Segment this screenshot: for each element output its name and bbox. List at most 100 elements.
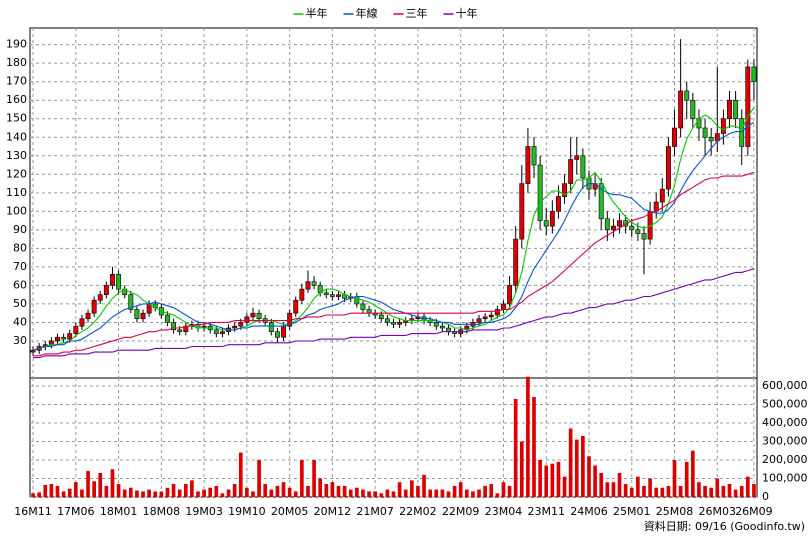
volume-bar — [648, 478, 652, 497]
volume-bar — [153, 491, 158, 497]
volume-bar — [733, 489, 738, 497]
candle-body — [73, 325, 79, 334]
x-tick-label: 24M06 — [570, 505, 608, 518]
volume-bar — [324, 484, 329, 497]
volume-tick-label: 100,000 — [762, 471, 808, 484]
volume-bar — [275, 485, 280, 497]
y-tick-label: 100 — [6, 204, 27, 217]
x-tick-label: 22M09 — [442, 505, 480, 518]
volume-bar — [397, 482, 402, 497]
volume-bar — [287, 487, 292, 497]
candle-body — [635, 229, 641, 234]
candle-body — [513, 238, 519, 286]
volume-bar — [98, 472, 103, 497]
volume-bar — [208, 487, 213, 497]
volume-bar — [80, 489, 84, 497]
volume-bar — [355, 487, 359, 497]
candle-body — [617, 220, 622, 227]
candle-body — [751, 66, 757, 83]
volume-tick-label: 300,000 — [762, 434, 808, 447]
y-tick-label: 160 — [6, 93, 27, 106]
volume-bar — [739, 485, 744, 497]
volume-bar — [31, 493, 35, 497]
candle-body — [30, 349, 36, 353]
y-tick-label: 60 — [13, 278, 27, 291]
candle-body — [360, 303, 366, 310]
x-tick-label: 23M04 — [485, 505, 523, 518]
volume-bar — [373, 491, 378, 497]
volume-bar — [464, 489, 469, 497]
candle-body — [439, 325, 445, 329]
volume-tick-label: 200,000 — [762, 453, 808, 466]
candle-body — [238, 322, 244, 327]
volume-bar — [135, 490, 139, 497]
candle-body — [537, 164, 543, 221]
volume-bar — [409, 480, 414, 497]
candle-body — [488, 314, 494, 318]
volume-bar — [660, 487, 665, 497]
legend-label: 三年 — [406, 6, 428, 20]
candle-body — [256, 312, 262, 320]
volume-bar — [562, 476, 567, 497]
candle-body — [293, 299, 299, 314]
volume-bar — [587, 456, 591, 497]
candle-body — [684, 90, 690, 101]
candle-body — [366, 309, 372, 314]
volume-bar — [550, 463, 555, 497]
candle-body — [67, 333, 73, 340]
candle-body — [525, 146, 531, 184]
volume-bar — [526, 376, 530, 497]
volume-bar — [257, 459, 261, 497]
volume-bar — [605, 482, 610, 497]
candle-body — [739, 118, 745, 147]
candle-body — [507, 285, 513, 305]
volume-bar — [672, 459, 677, 497]
x-tick-label: 21M07 — [356, 505, 394, 518]
volume-bar — [104, 485, 109, 497]
x-tick-label: 25M01 — [613, 505, 651, 518]
candle-body — [384, 318, 390, 323]
candle-body — [568, 159, 574, 184]
volume-bar — [489, 484, 494, 497]
x-tick-label: 25M08 — [656, 505, 694, 518]
candle-body — [482, 316, 488, 320]
y-tick-label: 120 — [6, 167, 27, 180]
volume-bar — [532, 397, 536, 497]
volume-bar — [214, 485, 219, 497]
volume-bar — [37, 492, 41, 497]
x-tick-label: 19M10 — [228, 505, 266, 518]
volume-bar — [617, 472, 622, 497]
candle-body — [329, 294, 335, 297]
candle-body — [727, 99, 732, 120]
volume-bar — [348, 489, 353, 497]
candle-body — [531, 146, 537, 166]
y-tick-label: 90 — [13, 223, 27, 236]
candle-body — [116, 273, 122, 290]
candle-body — [244, 316, 250, 323]
volume-bar — [727, 484, 732, 497]
volume-bar — [746, 476, 750, 497]
volume-bar — [238, 452, 243, 497]
candle-body — [274, 331, 280, 338]
candle-body — [213, 329, 219, 334]
volume-bar — [623, 484, 628, 497]
ma-line — [33, 171, 755, 357]
volume-bar — [300, 459, 304, 497]
candle-body — [556, 196, 561, 212]
volume-bar — [709, 487, 714, 497]
volume-bar — [422, 474, 426, 497]
candle-body — [85, 312, 91, 320]
x-tick-label: 17M06 — [57, 505, 95, 518]
volume-bar — [556, 461, 561, 497]
legend-label: 半年 — [306, 6, 328, 20]
candle-body — [574, 155, 580, 160]
x-tick-label: 23M11 — [527, 505, 565, 518]
volume-bar — [391, 491, 396, 497]
candle-body — [397, 322, 403, 325]
candle-body — [562, 183, 567, 197]
candle-body — [61, 336, 67, 340]
volume-bar — [312, 459, 316, 497]
x-tick-label: 22M02 — [399, 505, 437, 518]
candle-body — [446, 327, 451, 333]
volume-bar — [220, 493, 225, 497]
